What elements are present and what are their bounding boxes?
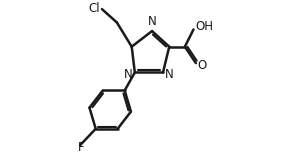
Text: N: N (148, 15, 156, 28)
Text: O: O (198, 59, 207, 72)
Text: OH: OH (195, 20, 213, 33)
Text: Cl: Cl (89, 2, 100, 15)
Text: N: N (165, 68, 174, 80)
Text: N: N (124, 68, 133, 80)
Text: F: F (77, 141, 84, 154)
